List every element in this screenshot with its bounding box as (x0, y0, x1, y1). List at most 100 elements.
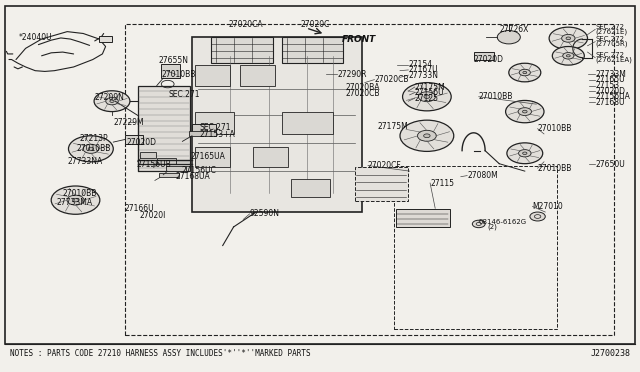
Text: 27020I: 27020I (140, 211, 166, 220)
Text: 27020CB: 27020CB (346, 89, 380, 97)
Bar (157, 158, 176, 164)
Bar (159, 173, 179, 177)
Circle shape (400, 120, 454, 151)
Bar (140, 152, 156, 158)
Text: 27010BB: 27010BB (479, 92, 513, 101)
Circle shape (72, 198, 79, 202)
Text: 27010BB: 27010BB (538, 164, 572, 173)
Text: 27153+A: 27153+A (200, 130, 236, 139)
Text: 27726X: 27726X (499, 25, 529, 34)
Circle shape (549, 27, 588, 49)
Text: 27080M: 27080M (467, 171, 498, 180)
Circle shape (566, 55, 570, 57)
Bar (99, 36, 112, 42)
Circle shape (110, 100, 114, 102)
Bar (282, 37, 343, 63)
Circle shape (530, 212, 545, 221)
Text: 27168UA: 27168UA (176, 172, 211, 181)
Circle shape (497, 31, 520, 44)
Circle shape (506, 100, 544, 123)
Text: *24040U: *24040U (19, 33, 53, 42)
Text: M27010: M27010 (532, 202, 563, 211)
Text: 27165U: 27165U (595, 76, 625, 84)
Text: J2700238: J2700238 (590, 349, 630, 358)
Circle shape (403, 83, 451, 111)
Bar (195, 65, 230, 86)
Text: (2): (2) (488, 224, 497, 230)
Circle shape (424, 95, 430, 99)
Text: SEC.271: SEC.271 (200, 123, 231, 132)
Text: 27168U: 27168U (595, 98, 625, 107)
Bar (125, 135, 143, 144)
Text: 27650U: 27650U (595, 160, 625, 169)
Text: 27733NA: 27733NA (67, 157, 102, 166)
Circle shape (472, 220, 485, 228)
Text: (27621E): (27621E) (595, 28, 627, 35)
Bar (291, 179, 330, 197)
Text: 27733N: 27733N (408, 71, 438, 80)
Bar (189, 131, 216, 136)
Text: 27020D: 27020D (474, 55, 504, 64)
Text: NOTES : PARTS CODE 27210 HARNESS ASSY INCLUDES'*''*''MARKED PARTS: NOTES : PARTS CODE 27210 HARNESS ASSY IN… (10, 349, 310, 358)
Circle shape (68, 136, 113, 162)
Circle shape (523, 71, 527, 74)
Bar (195, 112, 234, 134)
Circle shape (424, 134, 430, 138)
Text: (27705R): (27705R) (595, 41, 628, 47)
Circle shape (552, 46, 584, 65)
Text: 27733M: 27733M (595, 70, 626, 79)
Text: 27229M: 27229M (114, 118, 145, 126)
Bar (355, 167, 408, 201)
Text: 27156UC: 27156UC (181, 166, 216, 175)
Text: 27175M: 27175M (415, 83, 445, 92)
Text: 08146-6162G: 08146-6162G (479, 219, 527, 225)
Text: 27166U: 27166U (125, 204, 154, 213)
Text: 27115: 27115 (430, 179, 454, 187)
Bar (211, 37, 273, 63)
Text: 27020D: 27020D (595, 87, 625, 96)
Bar (195, 147, 230, 167)
Circle shape (518, 108, 531, 115)
Circle shape (106, 97, 118, 105)
Circle shape (417, 130, 436, 141)
Bar (192, 37, 362, 212)
Text: 27010BB: 27010BB (76, 144, 111, 153)
Bar (125, 24, 614, 335)
Text: 27175M: 27175M (378, 122, 408, 131)
Text: 27020C: 27020C (301, 20, 330, 29)
Text: 27010BB: 27010BB (62, 189, 97, 198)
Circle shape (83, 144, 99, 153)
Text: 92590N: 92590N (250, 209, 280, 218)
Text: 27167U: 27167U (408, 65, 438, 74)
Text: 27020CB: 27020CB (374, 75, 409, 84)
Circle shape (507, 143, 543, 164)
Text: 27156UB: 27156UB (136, 160, 171, 169)
Circle shape (523, 152, 527, 154)
Text: SEC.271: SEC.271 (168, 90, 200, 99)
Bar (240, 65, 275, 86)
Text: 27290R: 27290R (337, 70, 367, 79)
Text: 27020D: 27020D (127, 138, 157, 147)
Text: 27020BA: 27020BA (346, 83, 380, 92)
Bar (474, 52, 494, 60)
Circle shape (562, 34, 575, 42)
Circle shape (509, 63, 541, 82)
Circle shape (88, 147, 93, 150)
Text: 27655N: 27655N (159, 56, 189, 65)
Bar (138, 86, 190, 171)
Bar (396, 209, 450, 227)
Text: 27154: 27154 (408, 60, 433, 69)
Text: 27125: 27125 (415, 94, 439, 103)
Text: FRONT: FRONT (342, 35, 376, 44)
Bar (192, 124, 216, 132)
Bar (161, 64, 180, 78)
Circle shape (522, 110, 527, 113)
Circle shape (419, 92, 435, 102)
Text: 27010BB: 27010BB (538, 124, 572, 133)
Text: (27621EA): (27621EA) (595, 57, 632, 63)
Text: 27733MA: 27733MA (56, 198, 92, 207)
Text: 27165UA: 27165UA (191, 153, 225, 161)
Text: 27209N: 27209N (95, 93, 125, 102)
Bar (394, 166, 557, 329)
Bar (166, 166, 186, 171)
